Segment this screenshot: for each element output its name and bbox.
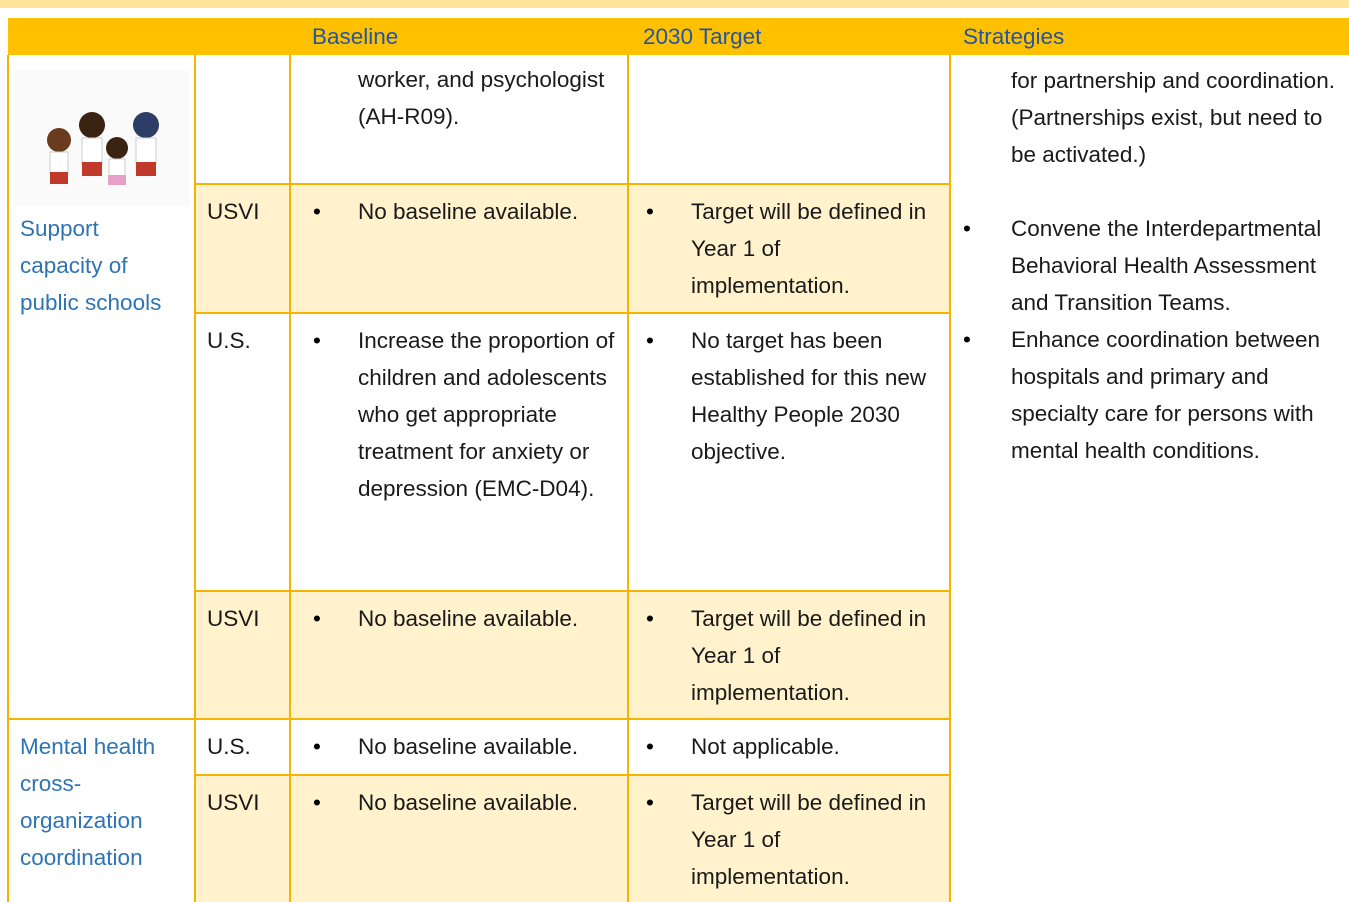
region-label: USVI [207, 790, 260, 815]
row-background [628, 55, 950, 183]
bullet: • [313, 199, 321, 224]
row-background [628, 183, 950, 312]
bullet: • [313, 328, 321, 353]
topic-label: Mental health cross-organization coordin… [20, 734, 156, 870]
row-background [195, 183, 628, 312]
border-line [195, 312, 950, 314]
target-text: Target will be defined in Year 1 of impl… [691, 790, 927, 889]
region-label: USVI [207, 606, 260, 631]
border-line [627, 55, 629, 902]
row-background [195, 774, 628, 902]
row-background [628, 312, 950, 590]
baseline-text: Increase the proportion of children and … [358, 328, 615, 501]
border-line [195, 590, 950, 592]
target-text: Target will be defined in Year 1 of impl… [691, 606, 927, 705]
column-header: 2030 Target [643, 24, 762, 49]
bullet: • [313, 606, 321, 631]
target-text: No target has been established for this … [691, 328, 927, 464]
row-background [195, 718, 628, 774]
bullet: • [646, 734, 654, 759]
header-row [8, 18, 1349, 55]
border-line [7, 55, 9, 902]
baseline-text: No baseline available. [358, 734, 579, 759]
bullet: • [646, 790, 654, 815]
top-band [0, 0, 1349, 8]
baseline-text: No baseline available. [358, 790, 579, 815]
border-line [949, 55, 951, 902]
region-label: U.S. [207, 734, 251, 759]
row-background [628, 590, 950, 718]
region-label: U.S. [207, 328, 251, 353]
bullet: • [313, 790, 321, 815]
row-background [195, 55, 628, 183]
border-line [195, 183, 950, 185]
border-line [195, 718, 950, 720]
border-line [289, 55, 291, 902]
strategy-continuation: for partnership and coordination. (Partn… [1011, 68, 1335, 167]
strategy-item: Enhance coordination between hospitals a… [1011, 327, 1320, 463]
column-header: Baseline [312, 24, 399, 49]
bullet: • [963, 327, 971, 352]
target-text: Target will be defined in Year 1 of impl… [691, 199, 927, 298]
region-label: USVI [207, 199, 260, 224]
row-background [195, 312, 628, 590]
bullet: • [646, 606, 654, 631]
target-text: Not applicable. [691, 734, 840, 759]
bullet: • [313, 734, 321, 759]
row-background [628, 718, 950, 774]
children-illustration [14, 70, 189, 206]
row-background [628, 774, 950, 902]
baseline-text: worker, and psychologist (AH-R09). [358, 67, 605, 129]
bullet: • [646, 328, 654, 353]
baseline-text: No baseline available. [358, 199, 579, 224]
strategy-item: Convene the Interdepartmental Behavioral… [1011, 216, 1322, 315]
border-line [8, 718, 195, 720]
bullet: • [963, 216, 971, 241]
column-header: Strategies [963, 24, 1065, 49]
row-background [195, 590, 628, 718]
border-line [194, 55, 196, 902]
bullet: • [646, 199, 654, 224]
border-line [195, 774, 950, 776]
topic-label: Support capacity of public schools [20, 216, 162, 315]
baseline-text: No baseline available. [358, 606, 579, 631]
